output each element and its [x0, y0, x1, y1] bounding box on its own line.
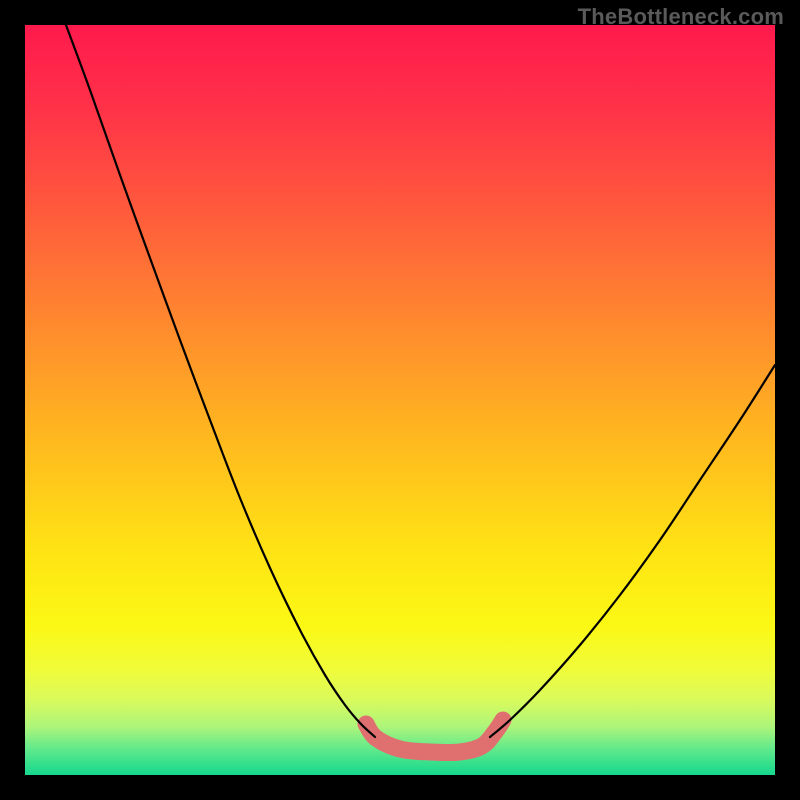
watermark-text: TheBottleneck.com: [578, 4, 784, 30]
plot-background: [25, 25, 775, 775]
chart-stage: TheBottleneck.com: [0, 0, 800, 800]
chart-svg: [0, 0, 800, 800]
